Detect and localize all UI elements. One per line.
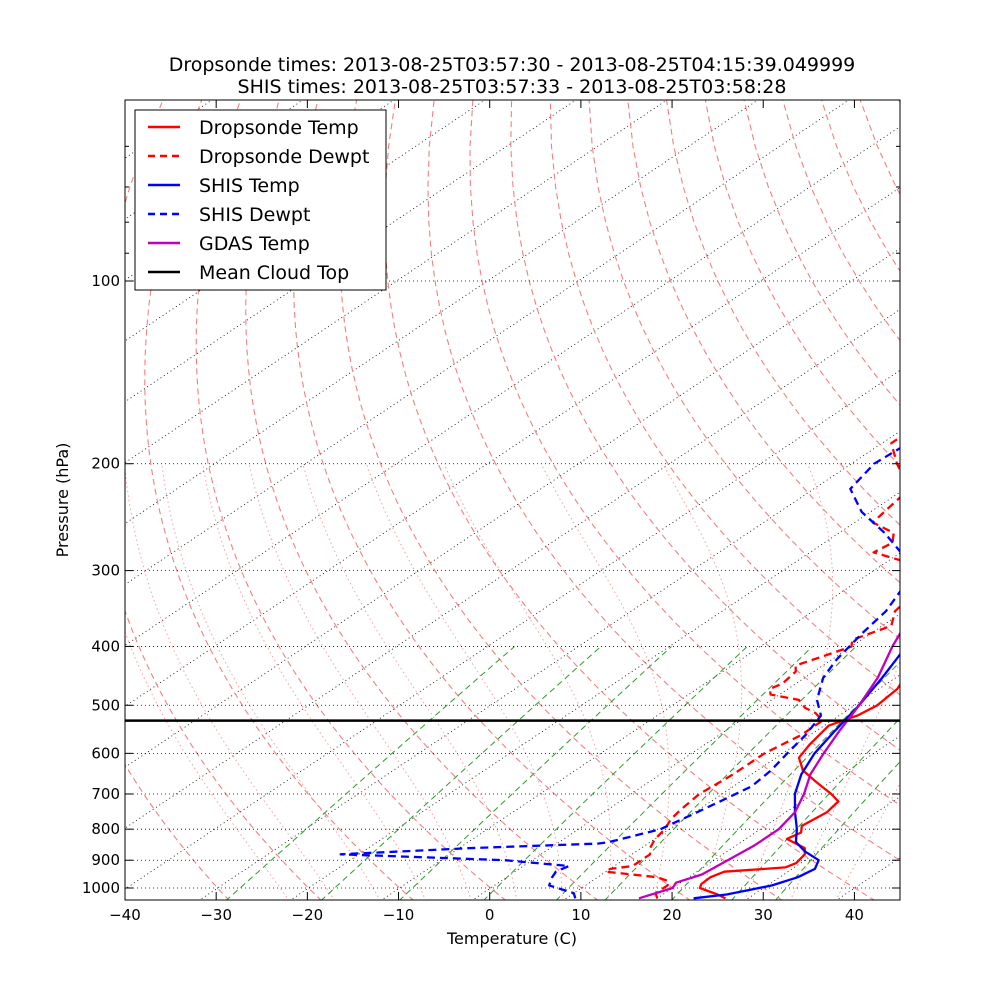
x-tick-label: 30	[754, 906, 773, 924]
legend: Dropsonde Temp Dropsonde Dewpt SHIS Temp SH…	[134, 109, 387, 291]
isotherm-line	[562, 674, 900, 900]
moist-adiabat-line	[365, 463, 563, 900]
isotherm-line	[653, 735, 900, 900]
legend-label: Dropsonde Temp	[199, 117, 359, 139]
dry-adiabat-line	[339, 100, 783, 900]
series-line-shis-temp	[693, 652, 900, 900]
x-tick-label: 40	[845, 906, 864, 924]
isotherm-line	[380, 552, 900, 900]
mixing-ratio-line	[555, 646, 813, 900]
dry-adiabat-line	[292, 100, 691, 900]
dry-adiabat-line	[245, 100, 599, 900]
mixing-ratio-line	[775, 761, 900, 900]
axis-ticks: −40 −30 −20 −10 0 10 20 30 40 100 200 300 400 500 600 7…	[82, 100, 900, 924]
legend-label: Dropsonde Dewpt	[199, 146, 369, 168]
x-tick-label: 0	[485, 906, 495, 924]
x-tick-label: 20	[663, 906, 682, 924]
chart-title-line1: Dropsonde times: 2013-08-25T03:57:30 - 2…	[169, 54, 856, 76]
legend-label: GDAS Temp	[199, 233, 310, 255]
dry-adiabat-line	[937, 98, 1000, 901]
moist-adiabat-line	[744, 463, 834, 900]
y-tick-label: 800	[91, 820, 120, 838]
plot-frame	[124, 99, 901, 901]
moist-adiabat-line	[202, 463, 427, 900]
y-tick-label: 200	[91, 455, 120, 473]
isotherm-line	[0, 98, 32, 901]
dry-adiabat-line	[427, 100, 900, 861]
chart-title-line2: SHIS times: 2013-08-25T03:57:33 - 2013-0…	[238, 76, 787, 98]
dry-adiabat-line	[469, 100, 900, 806]
x-axis-label: Temperature (C)	[446, 929, 577, 948]
y-tick-label: 300	[91, 562, 120, 580]
y-tick-label: 900	[91, 851, 120, 869]
moist-adiabat-line	[125, 463, 335, 900]
mixing-ratio-line	[731, 717, 900, 900]
mixing-ratio-line	[483, 646, 748, 900]
y-tick-label: 500	[91, 696, 120, 714]
dry-adiabat-line	[510, 100, 900, 751]
mixing-ratio-line	[225, 646, 515, 900]
isotherm-line	[289, 491, 900, 900]
isotherm-line	[198, 430, 900, 900]
series-line-gdas-temp	[638, 631, 900, 900]
y-tick-label: 1000	[82, 879, 120, 897]
plot-grid	[125, 280, 900, 889]
dry-adiabat-line	[195, 100, 507, 900]
mixing-ratio-line	[321, 646, 602, 900]
plot-series	[125, 435, 900, 900]
moist-adiabat-line	[161, 463, 381, 900]
mixing-ratio-line	[671, 661, 900, 900]
y-tick-label: 400	[91, 637, 120, 655]
isotherm-line	[125, 369, 900, 890]
dry-adiabat-line	[125, 100, 322, 900]
y-axis-label: Pressure (hPa)	[53, 443, 72, 558]
isotherm-line	[835, 857, 900, 900]
dry-adiabat-line	[125, 763, 230, 900]
series-line-shis-dewpt	[339, 446, 900, 899]
legend-label: SHIS Temp	[199, 175, 300, 197]
dry-adiabat-line	[898, 100, 900, 104]
x-tick-label: 10	[571, 906, 590, 924]
legend-box	[134, 109, 387, 291]
dry-adiabat-line	[588, 100, 900, 640]
moist-adiabat-line	[662, 463, 743, 900]
y-tick-label: 600	[91, 744, 120, 762]
isotherm-line	[926, 98, 1000, 901]
dry-adiabat-line	[549, 100, 900, 696]
x-tick-label: −10	[383, 906, 415, 924]
isotherm-line	[471, 613, 900, 900]
dry-adiabat-line	[820, 100, 900, 273]
dry-adiabat-line	[859, 100, 900, 196]
dry-adiabat-line	[144, 100, 414, 900]
moist-adiabat-line	[789, 660, 900, 900]
legend-label: Mean Cloud Top	[199, 262, 349, 284]
dry-adiabat-line	[976, 98, 1000, 901]
x-tick-label: −40	[109, 906, 141, 924]
legend-label: SHIS Dewpt	[199, 204, 310, 226]
x-tick-label: −20	[292, 906, 324, 924]
moist-adiabat-line	[443, 463, 612, 900]
isotherm-line	[125, 100, 850, 586]
mixing-ratio-line	[399, 646, 672, 900]
moist-adiabat-line	[835, 782, 900, 900]
y-tick-label: 100	[91, 272, 120, 290]
plot-background-lines	[0, 98, 1000, 901]
series-line-dropsonde-dewpt	[604, 435, 900, 899]
x-tick-label: −30	[200, 906, 232, 924]
y-tick-label: 700	[91, 785, 120, 803]
moist-adiabat-line	[125, 630, 290, 900]
moist-adiabat-line	[248, 463, 472, 900]
dry-adiabat-line	[704, 100, 900, 467]
isotherm-line	[125, 308, 900, 829]
series-line-dropsonde-temp	[698, 682, 900, 900]
